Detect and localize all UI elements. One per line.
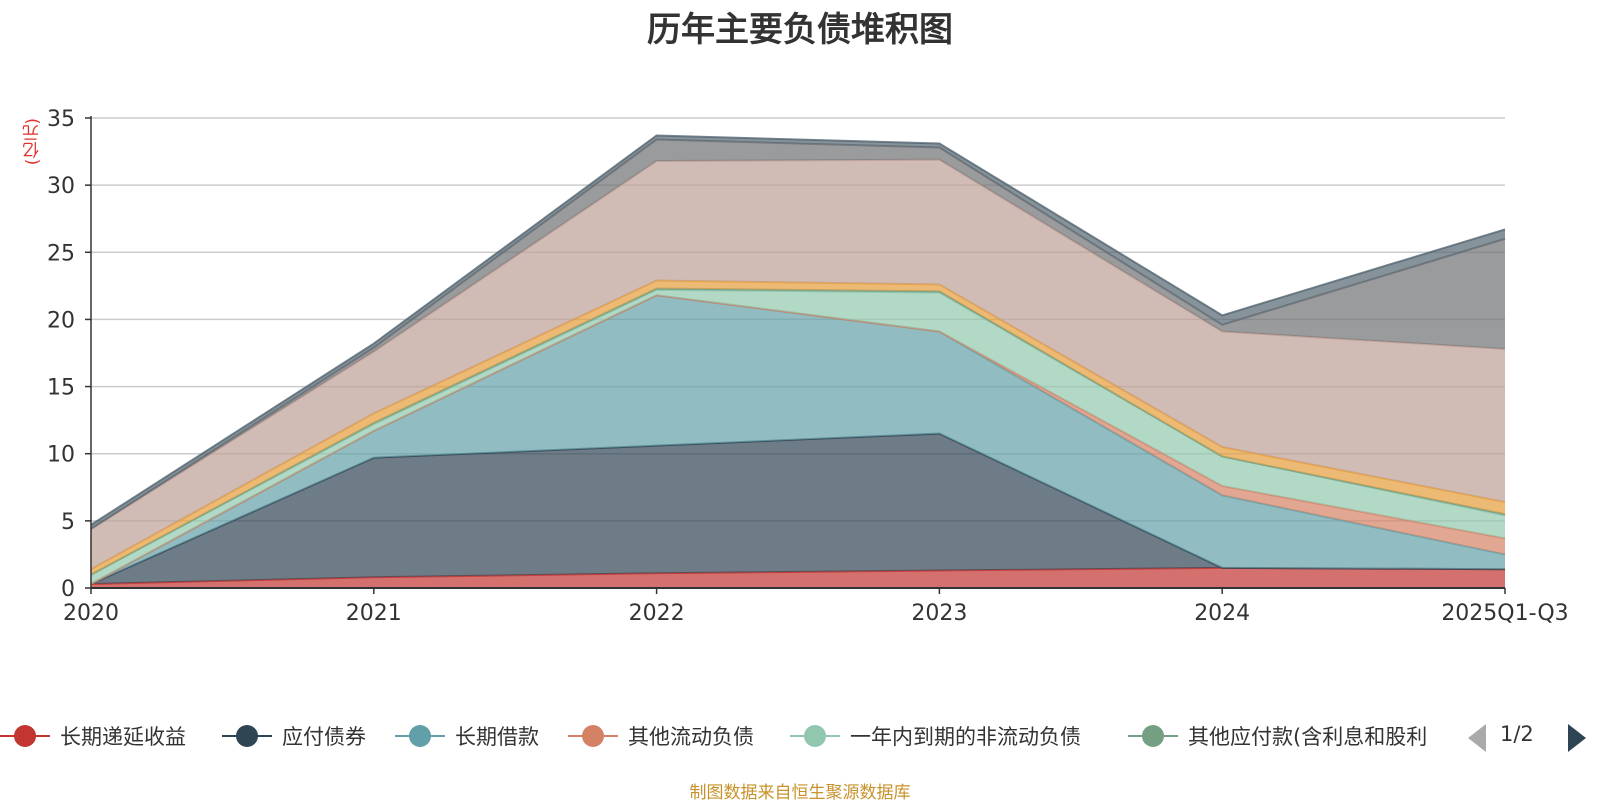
y-tick-label: 20 xyxy=(47,308,75,333)
legend-label: 长期借款 xyxy=(455,725,539,749)
x-tick-label: 2024 xyxy=(1194,601,1250,626)
series-line-8 xyxy=(90,138,1506,530)
legend-label: 其他流动负债 xyxy=(628,725,754,749)
x-tick-label: 2022 xyxy=(629,601,685,626)
legend-next-page-icon[interactable] xyxy=(1568,724,1586,752)
y-tick-label: 10 xyxy=(47,443,75,468)
series-area-0 xyxy=(91,567,1505,588)
legend-marker-icon xyxy=(790,718,840,754)
legend-label: 长期递延收益 xyxy=(60,725,186,749)
source-note: 制图数据来自恒生聚源数据库 xyxy=(689,783,911,803)
series-line-5 xyxy=(90,287,1506,576)
legend-marker-icon xyxy=(395,718,445,754)
y-tick-label: 15 xyxy=(47,376,75,401)
series-line-9 xyxy=(90,134,1506,526)
series-area-1 xyxy=(91,433,1505,584)
legend-item[interactable]: 一年内到期的非流动负债 xyxy=(790,718,1081,754)
x-tick-label: 2023 xyxy=(911,601,967,626)
y-tick-label: 35 xyxy=(47,107,75,132)
y-axis-unit-label: (亿元) xyxy=(23,118,43,166)
legend-prev-page-icon[interactable] xyxy=(1468,724,1486,752)
legend-item[interactable]: 长期递延收益 xyxy=(0,718,186,754)
legend-page-indicator: 1/2 xyxy=(1500,722,1534,746)
legend-label: 一年内到期的非流动负债 xyxy=(850,725,1081,749)
legend-item[interactable]: 其他应付款(含利息和股利 xyxy=(1128,718,1427,754)
legend-item[interactable]: 长期借款 xyxy=(395,718,539,754)
y-tick-label: 5 xyxy=(61,510,75,535)
legend-marker-icon xyxy=(1128,718,1178,754)
chart-title: 历年主要负债堆积图 xyxy=(647,10,953,50)
x-tick-label: 2021 xyxy=(346,601,402,626)
legend-item[interactable]: 其他流动负债 xyxy=(568,718,754,754)
legend-marker-icon xyxy=(0,718,50,754)
y-tick-label: 0 xyxy=(61,577,75,602)
y-tick-label: 25 xyxy=(47,241,75,266)
y-tick-label: 30 xyxy=(47,174,75,199)
legend-label: 其他应付款(含利息和股利 xyxy=(1188,725,1428,749)
legend-label: 应付债券 xyxy=(282,725,366,749)
x-tick-label: 2020 xyxy=(63,601,119,626)
series-area-7 xyxy=(91,159,1505,570)
legend: 长期递延收益 应付债券 长期借款 其他流动负债 一年内到期的非流动负债 其他应付款(含利息… xyxy=(0,718,1600,754)
legend-item[interactable]: 应付债券 xyxy=(222,718,366,754)
series-area-2 xyxy=(91,295,1505,584)
x-tick-label: 2025Q1-Q3 xyxy=(1441,601,1568,626)
legend-marker-icon xyxy=(222,718,272,754)
legend-marker-icon xyxy=(568,718,618,754)
